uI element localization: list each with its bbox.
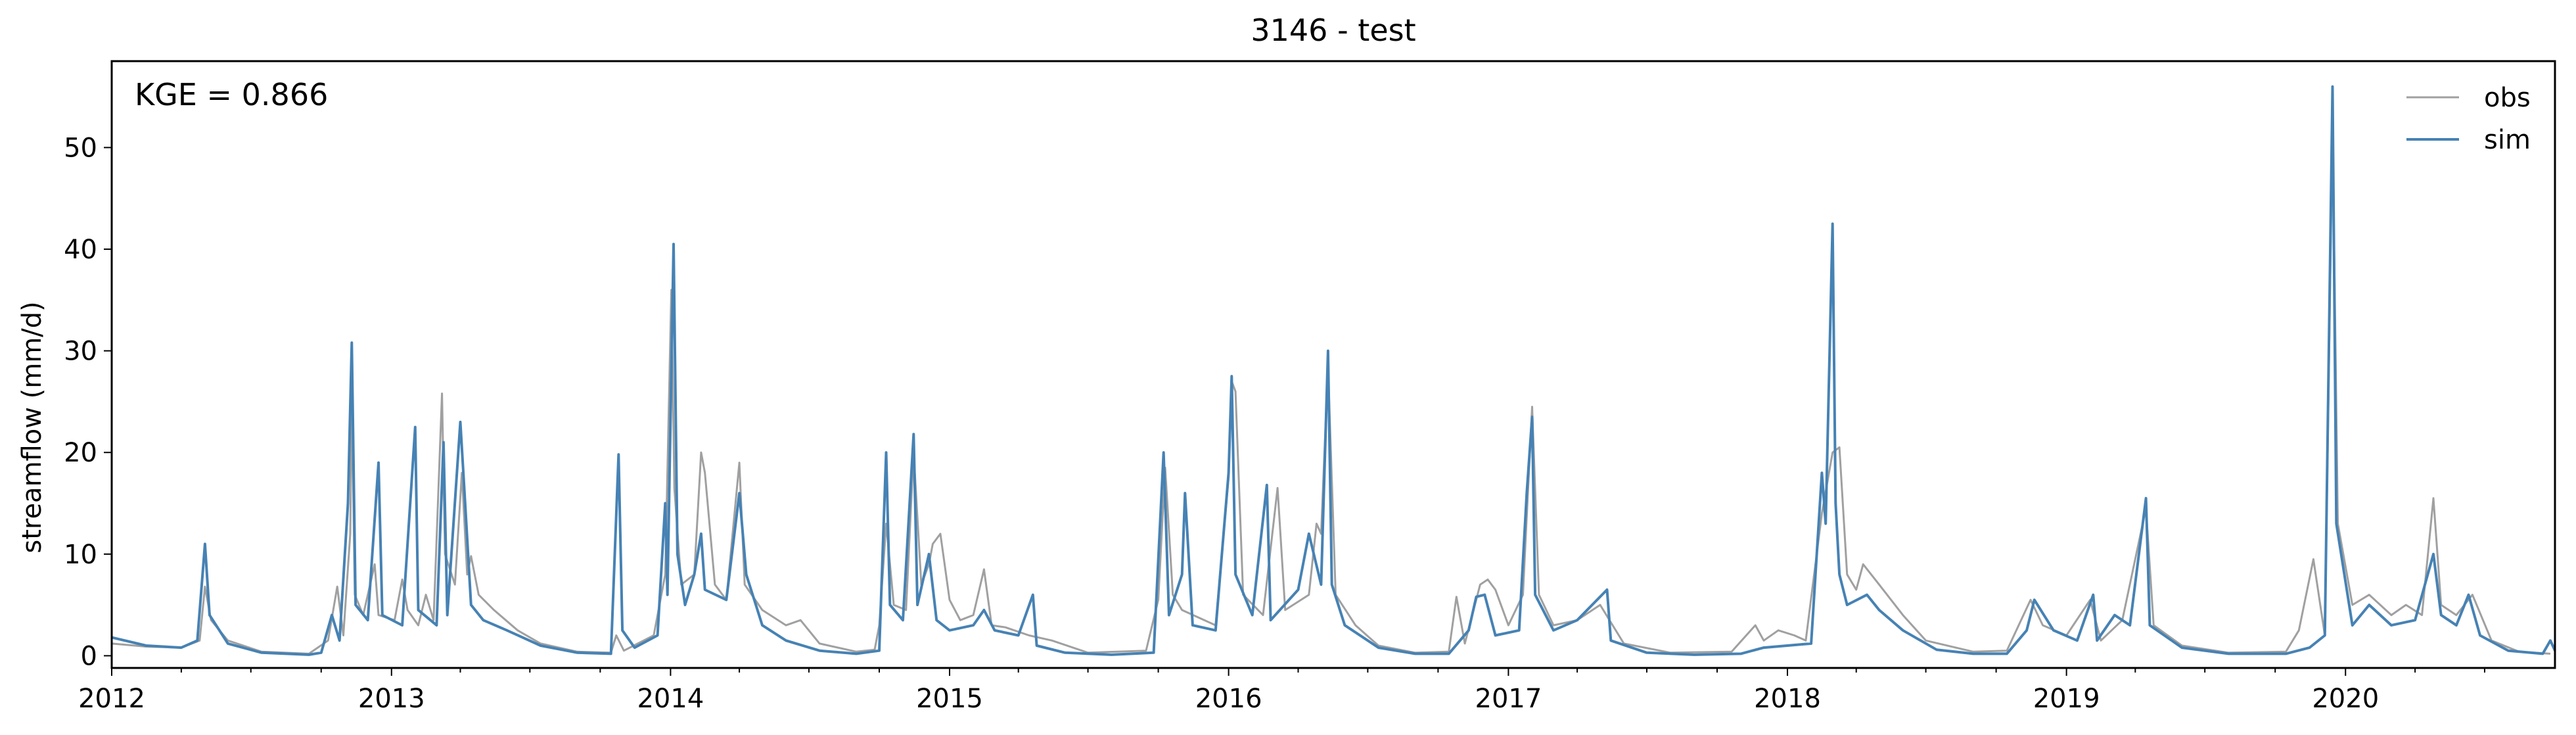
y-tick-label: 10 (64, 540, 97, 570)
plot-frame (110, 60, 2556, 669)
x-tick-label: 2020 (2312, 684, 2379, 714)
y-axis-ticks: 0 10 20 30 40 50 (64, 133, 112, 671)
y-axis-label: streamflow (mm/d) (17, 301, 47, 553)
y-tick-label: 30 (64, 337, 97, 367)
series-layer (111, 85, 2556, 656)
x-tick-label: 2019 (2033, 684, 2100, 714)
x-axis-ticks: 2012 2013 2014 2015 2016 2017 2018 2019 2020 (78, 668, 2485, 714)
y-tick-label: 0 (81, 641, 97, 671)
x-tick-label: 2012 (78, 684, 145, 714)
series-line-obs (111, 126, 2551, 655)
x-tick-label: 2014 (637, 684, 704, 714)
chart-title: 3146 - test (1251, 12, 1415, 48)
x-tick-label: 2017 (1475, 684, 1542, 714)
plot-area (110, 60, 2556, 669)
legend-label-obs: obs (2484, 83, 2531, 113)
y-tick-label: 40 (64, 235, 97, 265)
x-tick-label: 2015 (916, 684, 983, 714)
y-tick-label: 50 (64, 133, 97, 163)
y-tick-label: 20 (64, 438, 97, 468)
legend-label-sim: sim (2484, 125, 2531, 155)
legend: obs sim (2406, 83, 2531, 155)
series-line-sim (111, 85, 2556, 656)
x-tick-label: 2018 (1754, 684, 1821, 714)
kge-annotation: KGE = 0.866 (135, 77, 328, 112)
x-tick-label: 2013 (358, 684, 425, 714)
x-tick-label: 2016 (1195, 684, 1262, 714)
